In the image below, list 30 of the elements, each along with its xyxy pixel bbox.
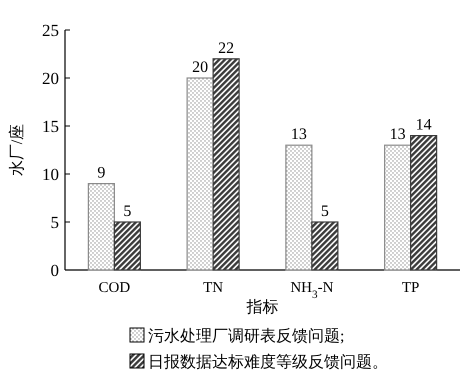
x-tick-label: COD xyxy=(98,280,130,296)
data-label: 20 xyxy=(192,59,208,76)
x-tick-label: TN xyxy=(203,280,224,296)
data-label: 22 xyxy=(218,40,234,57)
y-tick-label: 20 xyxy=(42,69,59,88)
y-axis-title: 水厂/座 xyxy=(8,124,26,176)
data-label: 13 xyxy=(390,126,406,144)
y-tick-label: 25 xyxy=(42,21,59,40)
legend-label: 日报数据达标难度等级反馈问题。 xyxy=(148,353,388,371)
y-tick-label: 15 xyxy=(42,117,59,136)
bar xyxy=(212,58,240,271)
y-tick-label: 5 xyxy=(50,213,59,232)
bar xyxy=(88,183,115,271)
data-label: 5 xyxy=(123,203,132,220)
data-label: 9 xyxy=(97,164,106,182)
legend-label: 污水处理厂调研表反馈问题; xyxy=(148,327,344,345)
bar xyxy=(311,221,338,271)
data-label: 5 xyxy=(320,203,329,220)
bar xyxy=(186,77,214,271)
bar xyxy=(114,221,141,271)
y-tick-label: 0 xyxy=(50,261,59,280)
bar xyxy=(384,144,412,271)
x-axis-title: 指标 xyxy=(246,298,278,316)
x-tick-label: TP xyxy=(402,280,420,296)
bar xyxy=(410,135,438,271)
data-label: 13 xyxy=(290,126,307,144)
data-label: 14 xyxy=(416,116,432,134)
x-tick-label: NH$_{3}$-N xyxy=(290,280,334,301)
bar xyxy=(285,144,312,271)
y-tick-label: 10 xyxy=(42,165,59,184)
